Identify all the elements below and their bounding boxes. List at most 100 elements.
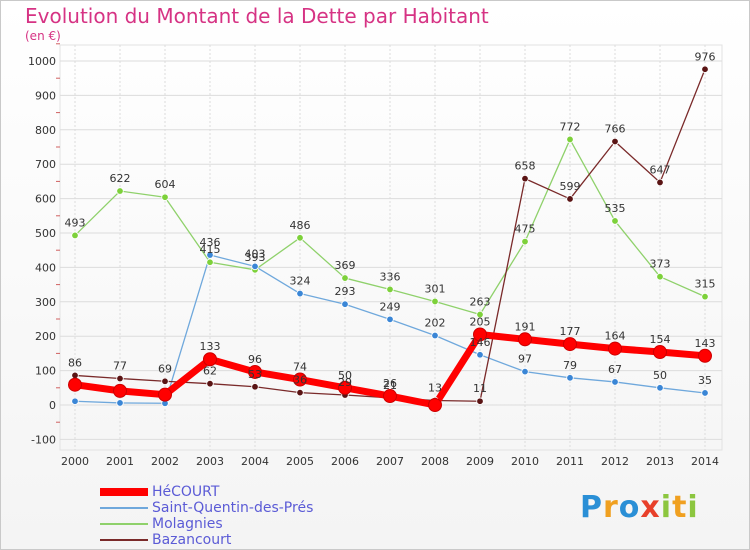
x-tick-label: 2010 xyxy=(511,455,539,468)
legend: HéCOURT Saint-Quentin-des-Prés Molagnies Ba… xyxy=(100,484,313,548)
data-point xyxy=(341,300,349,308)
legend-label: Molagnies xyxy=(152,516,223,532)
data-label: 324 xyxy=(290,275,311,288)
data-point xyxy=(518,332,532,347)
y-tick-label: 1000 xyxy=(28,55,56,68)
data-point xyxy=(338,380,352,395)
x-tick-label: 2009 xyxy=(466,455,494,468)
legend-label: Bazancourt xyxy=(152,532,232,548)
data-label: 436 xyxy=(200,236,221,249)
logo-letter: i xyxy=(660,490,673,525)
data-label: 249 xyxy=(380,300,401,313)
data-label: 301 xyxy=(425,282,446,295)
data-label: 766 xyxy=(605,122,626,135)
data-label: 21 xyxy=(383,379,397,392)
data-label: 133 xyxy=(200,340,221,353)
data-point xyxy=(521,367,529,376)
data-label: 403 xyxy=(245,247,266,260)
data-label: 976 xyxy=(695,50,716,63)
data-point xyxy=(386,315,394,324)
data-point xyxy=(206,258,214,266)
data-point xyxy=(203,352,217,367)
logo-letter: t xyxy=(672,490,688,525)
data-point xyxy=(71,231,79,240)
data-label: 493 xyxy=(65,216,86,229)
data-label: 772 xyxy=(560,120,581,133)
data-label: 191 xyxy=(515,320,536,333)
chart-title: Evolution du Montant de la Dette par Hab… xyxy=(25,4,489,28)
data-label: 315 xyxy=(695,278,716,291)
x-tick-label: 2001 xyxy=(106,455,134,468)
data-point xyxy=(653,345,667,360)
x-tick-label: 2000 xyxy=(61,455,89,468)
legend-label: Saint-Quentin-des-Prés xyxy=(152,500,314,516)
data-point xyxy=(656,384,664,392)
legend-swatch xyxy=(100,523,148,525)
data-label: 604 xyxy=(155,178,176,191)
data-label: 293 xyxy=(335,285,356,298)
proxiti-logo: Proxiti xyxy=(580,490,699,525)
legend-swatch xyxy=(100,488,148,496)
data-point xyxy=(116,399,124,407)
logo-letter: P xyxy=(580,490,603,525)
data-point xyxy=(611,217,619,225)
x-tick-label: 2004 xyxy=(241,455,269,468)
data-point xyxy=(521,174,529,183)
legend-item: HéCOURT xyxy=(100,484,313,500)
data-label: 658 xyxy=(515,160,536,173)
logo-letter: i xyxy=(687,490,699,525)
data-point xyxy=(161,377,169,385)
data-point xyxy=(476,351,484,359)
y-tick-label: 800 xyxy=(35,124,56,137)
data-point xyxy=(656,178,664,187)
data-label: 647 xyxy=(650,163,671,176)
data-point xyxy=(656,272,664,281)
data-label: 177 xyxy=(560,325,581,338)
y-tick-label: 200 xyxy=(35,330,56,343)
unit-label: (en €) xyxy=(25,29,61,43)
y-tick-label: 900 xyxy=(35,89,56,102)
data-point xyxy=(116,187,124,195)
data-point xyxy=(248,364,262,379)
y-tick-label: 300 xyxy=(35,296,56,309)
data-label: 205 xyxy=(470,315,491,328)
data-point xyxy=(386,285,394,294)
data-label: 96 xyxy=(248,353,262,366)
data-point xyxy=(608,341,622,356)
data-label: 11 xyxy=(473,382,487,395)
data-point xyxy=(611,137,619,146)
y-tick-label: 700 xyxy=(35,158,56,171)
legend-swatch xyxy=(100,539,148,541)
data-point xyxy=(521,237,529,246)
data-label: 36 xyxy=(293,374,307,387)
data-label: 62 xyxy=(203,365,217,378)
logo-letter: x xyxy=(640,490,661,525)
data-label: 146 xyxy=(470,336,491,349)
x-tick-label: 2007 xyxy=(376,455,404,468)
data-point xyxy=(251,383,259,391)
logo-letter: r xyxy=(603,490,619,525)
data-point xyxy=(476,310,484,319)
data-point xyxy=(473,327,487,342)
data-label: 622 xyxy=(110,172,131,185)
data-label: 475 xyxy=(515,223,536,236)
data-label: 74 xyxy=(293,361,307,374)
data-label: 67 xyxy=(608,363,622,376)
data-point xyxy=(158,387,172,402)
data-point xyxy=(566,374,574,382)
data-point xyxy=(566,135,574,144)
data-label: 50 xyxy=(338,369,352,382)
legend-label: HéCOURT xyxy=(152,484,220,500)
data-label: 263 xyxy=(470,296,491,309)
data-point xyxy=(68,377,82,392)
data-point xyxy=(701,389,709,397)
data-point xyxy=(566,195,574,203)
data-label: 535 xyxy=(605,202,626,215)
data-point xyxy=(113,383,127,398)
data-point xyxy=(341,274,349,282)
data-point xyxy=(383,389,397,404)
data-point xyxy=(563,337,577,352)
data-label: 373 xyxy=(650,258,671,271)
data-label: 29 xyxy=(338,376,352,389)
y-tick-label: 400 xyxy=(35,261,56,274)
